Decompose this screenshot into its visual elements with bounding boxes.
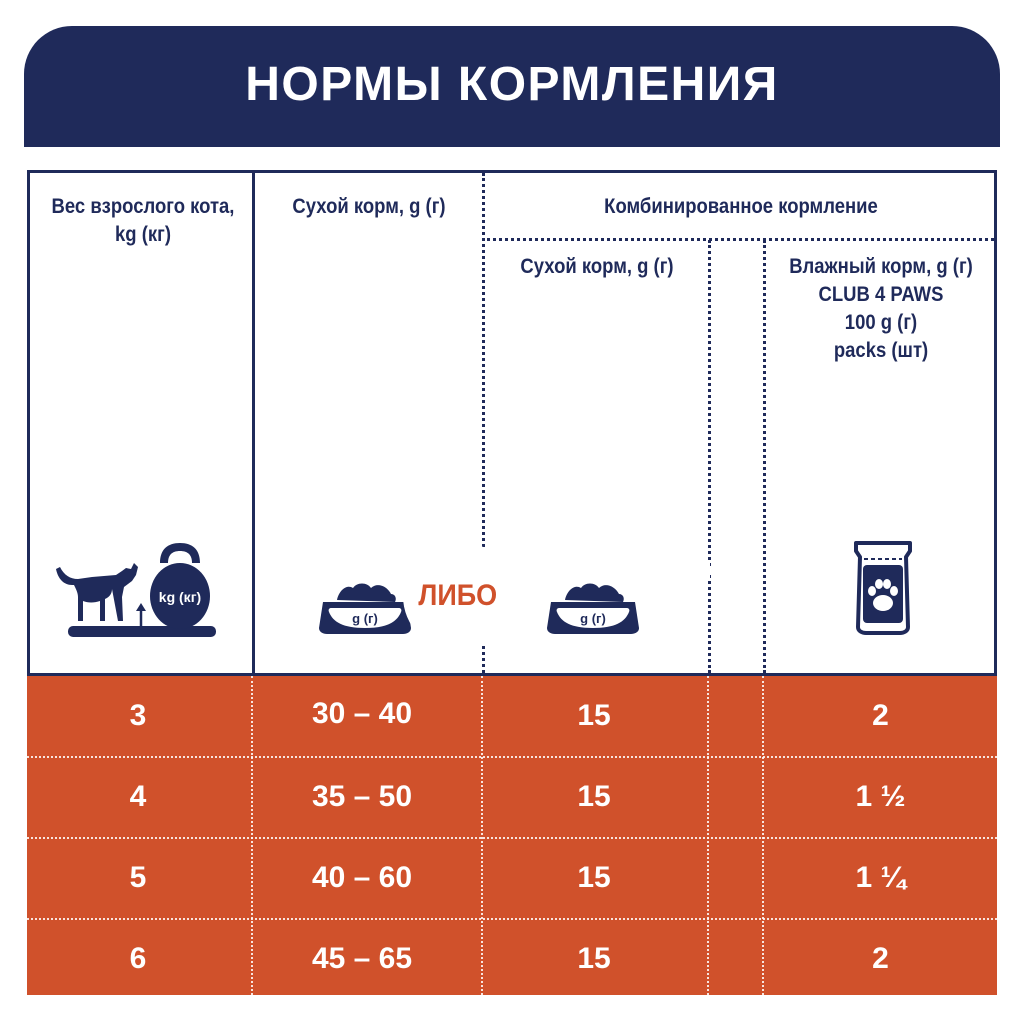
- row-4-wet: 2: [872, 942, 889, 975]
- header-divider-4: [763, 240, 766, 673]
- row-divider-2: [27, 837, 997, 839]
- wet-food-line-2: CLUB 4 PAWS: [818, 283, 944, 306]
- title-banner: НОРМЫ КОРМЛЕНИЯ: [24, 26, 1000, 147]
- kettlebell-label: kg (кг): [159, 589, 201, 605]
- row-3-wet: 1 ¼: [855, 861, 906, 894]
- dry-food-bowl-icon: g (г): [319, 583, 411, 634]
- wet-food-line-3: 100 g (г): [844, 311, 918, 334]
- combined-dry-bowl-icon: g (г): [547, 583, 639, 634]
- wet-food-pouch-icon: [854, 541, 912, 635]
- row-2-wet: 1 ½: [855, 780, 906, 813]
- header-wet-food: Влажный корм, g (г) CLUB 4 PAWS 100 g (г…: [782, 253, 981, 365]
- header-combined-dry: Сухой корм, g (г): [520, 255, 674, 278]
- header-combined-feeding: Комбинированное кормление: [604, 195, 878, 218]
- row-2-combined-dry: 15: [577, 780, 611, 813]
- row-2-weight: 4: [129, 780, 147, 813]
- header-cat-weight: Вес взрослого кота, kg (кг): [51, 195, 235, 246]
- row-4-weight: 6: [129, 942, 147, 975]
- body-col-divider-2: [481, 676, 483, 995]
- row-divider-1: [27, 756, 997, 758]
- either-label: ЛИБО: [418, 579, 498, 612]
- row-2-dry: 35 – 50: [311, 780, 413, 813]
- header-subdivider: [482, 238, 994, 241]
- feeding-table: Вес взрослого кота, kg (кг) Сухой корм, …: [27, 170, 997, 995]
- header-divider-2: [482, 173, 485, 673]
- header-divider-1: [252, 173, 255, 673]
- page-title: НОРМЫ КОРМЛЕНИЯ: [245, 58, 779, 111]
- body-col-divider-1: [251, 676, 253, 995]
- body-col-divider-4: [762, 676, 764, 995]
- row-1-combined-dry: 15: [577, 699, 611, 732]
- row-4-combined-dry: 15: [577, 942, 611, 975]
- row-1-weight: 3: [129, 699, 147, 732]
- row-3-combined-dry: 15: [577, 861, 611, 894]
- body-col-divider-3: [707, 676, 709, 995]
- table-header: Вес взрослого кота, kg (кг) Сухой корм, …: [27, 170, 997, 676]
- header-divider-3: [708, 240, 711, 673]
- header-dry-food: Сухой корм, g (г): [292, 195, 446, 218]
- row-1-dry: 30 – 40: [311, 697, 413, 730]
- row-3-dry: 40 – 60: [311, 861, 413, 894]
- cat-weight-icon: kg (кг): [56, 543, 216, 637]
- table-body: 3 30 – 40 15 2 4 35 – 50 15 1 ½ 5 40 – 6…: [27, 676, 997, 995]
- row-1-wet: 2: [872, 699, 889, 732]
- bowl-label-1: g (г): [352, 611, 378, 626]
- wet-food-line-1: Влажный корм, g (г): [789, 255, 973, 278]
- row-3-weight: 5: [129, 861, 147, 894]
- row-divider-3: [27, 918, 997, 920]
- row-4-dry: 45 – 65: [311, 942, 413, 975]
- bowl-label-2: g (г): [580, 611, 606, 626]
- plus-sign: +: [697, 549, 719, 590]
- either-badge: ЛИБО: [403, 541, 513, 651]
- wet-food-line-4: packs (шт): [833, 339, 929, 362]
